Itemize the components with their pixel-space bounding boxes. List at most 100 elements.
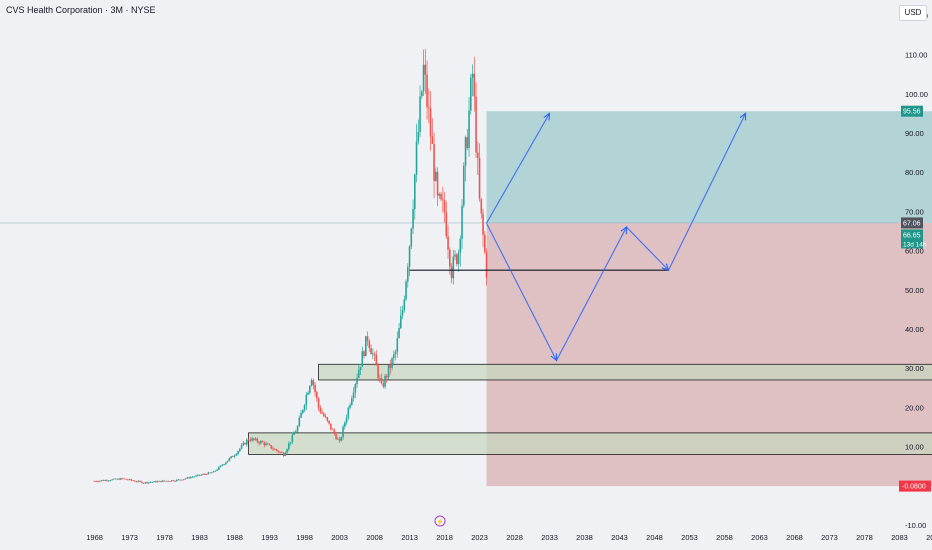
x-tick-label: 2073 <box>821 533 838 542</box>
x-tick-label: 2053 <box>681 533 698 542</box>
candle-body <box>226 460 229 463</box>
candle-body <box>428 107 430 109</box>
x-tick-label: 2043 <box>611 533 628 542</box>
demand-zone-2 <box>248 432 932 455</box>
candle-body <box>267 443 269 445</box>
candle-body <box>146 482 148 484</box>
candle-body <box>396 338 399 352</box>
candle-body <box>99 480 101 482</box>
candle-body <box>198 474 201 476</box>
candle-body <box>172 480 175 482</box>
candle-body <box>188 477 190 479</box>
x-tick-label: 2018 <box>436 533 453 542</box>
candle-body <box>363 351 365 357</box>
candle-body <box>483 234 486 252</box>
candle-body <box>398 328 400 339</box>
trend-drawings <box>409 112 747 362</box>
candle-body <box>454 254 456 257</box>
candle-body <box>205 474 208 475</box>
candle-body <box>155 481 157 483</box>
candle-body <box>373 353 376 355</box>
time-axis[interactable]: 1968 1973 1978 1983 1988 1993 1998 2003 2008 2013… <box>86 515 932 542</box>
candle-body <box>335 433 337 440</box>
candle-body <box>142 483 145 484</box>
candle-body <box>211 472 213 474</box>
candle-body <box>387 365 390 378</box>
candle-body <box>100 480 103 482</box>
candle-body <box>440 194 442 200</box>
candle-body <box>104 480 106 481</box>
candle-body <box>216 469 218 471</box>
x-tick-label: 2088 <box>926 533 932 542</box>
target-price-tag-bg <box>901 105 923 117</box>
candle-body <box>379 378 381 379</box>
candle-body <box>218 466 220 470</box>
candle-body <box>485 251 488 278</box>
candle-body <box>148 482 150 484</box>
event-marker-icon <box>434 515 446 527</box>
candle-body <box>359 366 362 370</box>
candle-body <box>475 96 477 153</box>
candle-body <box>170 480 173 482</box>
candle-body <box>468 110 470 148</box>
candle-body <box>120 478 122 480</box>
y-tick-label: 10.00 <box>905 443 924 452</box>
candle-body <box>338 438 341 441</box>
candle-body <box>151 482 154 483</box>
y-tick-label: 100.00 <box>905 90 928 99</box>
candle-body <box>144 482 147 484</box>
candle-body <box>448 249 451 267</box>
projection-arrowhead <box>543 112 551 121</box>
candle-body <box>114 478 117 480</box>
candle-body <box>153 481 155 483</box>
candle-body <box>307 392 309 395</box>
candle-body <box>455 254 458 264</box>
candle-body <box>361 351 364 367</box>
long-position-zones <box>0 111 932 487</box>
candle-body <box>331 429 334 431</box>
candle-body <box>183 479 185 480</box>
candle-body <box>400 315 402 329</box>
candle-body <box>431 136 434 144</box>
candle-body <box>393 354 395 359</box>
candle-body <box>344 422 346 427</box>
candle-body <box>260 441 262 444</box>
candle-body <box>219 465 222 467</box>
candle-body <box>445 212 448 237</box>
candle-body <box>177 479 180 481</box>
candle-body <box>139 480 141 482</box>
candle-body <box>450 266 453 279</box>
candle-body <box>309 386 311 393</box>
candle-body <box>163 480 166 482</box>
candle-body <box>141 481 143 484</box>
candle-body <box>349 404 351 408</box>
y-tick-label: 40.00 <box>905 325 924 334</box>
candle-body <box>270 445 273 449</box>
candle-body <box>214 470 217 472</box>
candle-body <box>158 480 161 482</box>
candle-body <box>179 479 182 481</box>
candle-body <box>254 438 257 440</box>
candle-body <box>401 309 404 316</box>
candle-body <box>473 73 476 97</box>
candle-body <box>132 480 134 482</box>
candle-body <box>351 398 353 405</box>
candle-body <box>443 200 446 213</box>
candle-body <box>342 426 344 438</box>
x-tick-label: 1988 <box>226 533 243 542</box>
x-tick-label: 2078 <box>856 533 873 542</box>
candle-body <box>403 299 406 310</box>
candle-body <box>116 478 119 480</box>
candle-body <box>256 438 259 442</box>
candle-body <box>176 479 178 482</box>
candle-body <box>356 377 358 385</box>
candle-body <box>391 358 393 368</box>
candle-body <box>162 480 164 482</box>
candle-body <box>291 434 294 443</box>
candle-body <box>365 336 367 357</box>
candle-body <box>281 452 283 454</box>
currency-button[interactable]: USD <box>899 5 927 21</box>
candle-body <box>457 252 460 264</box>
candle-body <box>408 246 411 267</box>
